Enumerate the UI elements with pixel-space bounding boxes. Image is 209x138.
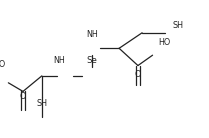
Text: SH: SH [172,21,184,30]
Text: O: O [19,92,26,101]
Text: NH: NH [53,55,65,65]
Text: SH: SH [36,99,47,108]
Text: Se: Se [87,55,97,65]
Text: HO: HO [0,60,5,69]
Text: O: O [135,70,141,79]
Text: HO: HO [158,38,170,47]
Text: NH: NH [86,30,98,39]
